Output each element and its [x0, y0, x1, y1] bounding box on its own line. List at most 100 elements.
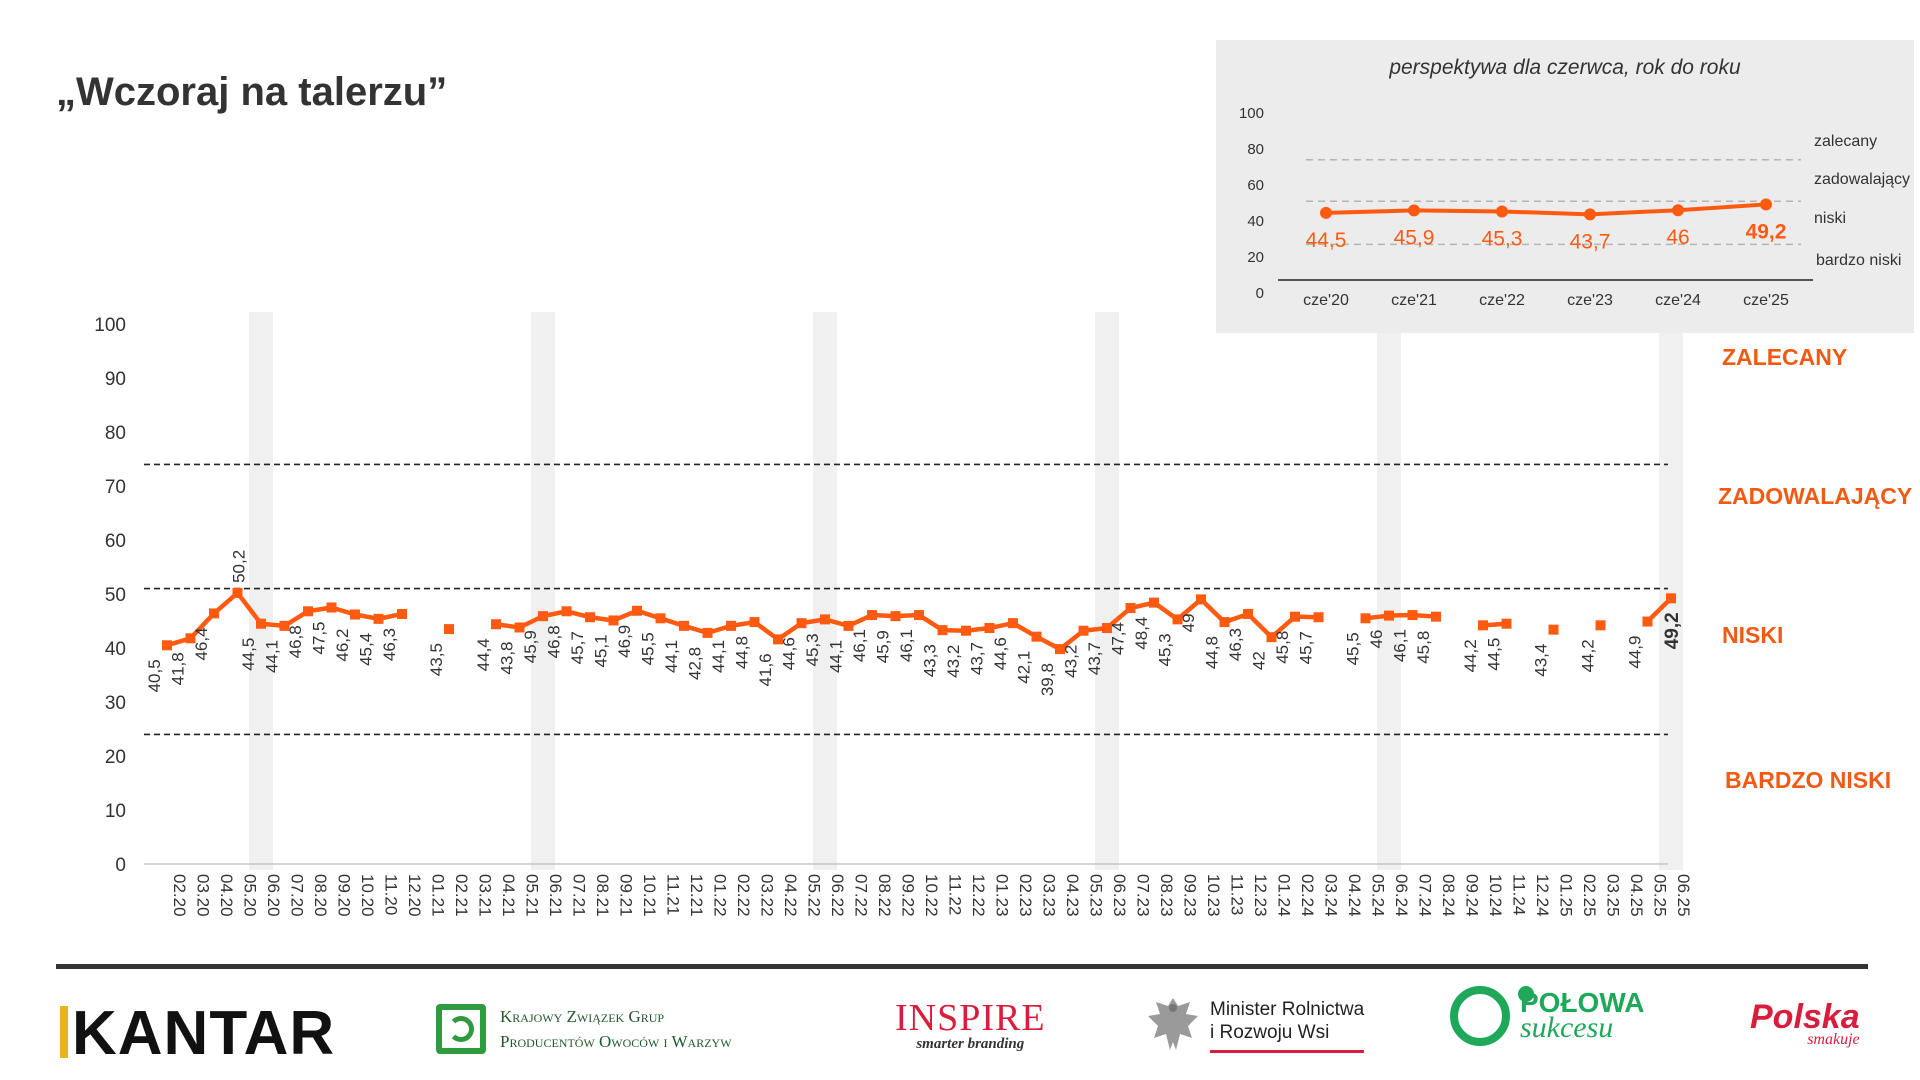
data-point	[702, 627, 713, 638]
data-label: 45,5	[1344, 632, 1363, 665]
x-tick-label: 08.20	[311, 874, 330, 917]
data-point	[608, 615, 619, 626]
inset-x-tick-label: cze'25	[1743, 292, 1789, 309]
june-highlight-band	[1095, 312, 1119, 870]
inset-zone-label: zalecany	[1814, 133, 1877, 150]
data-label: 43,8	[498, 641, 517, 674]
data-point	[749, 617, 760, 628]
x-tick-label: 05.21	[523, 874, 542, 917]
data-point	[279, 620, 290, 631]
zone-label-niski: NISKI	[1722, 622, 1784, 648]
data-label: 39,8	[1038, 663, 1057, 696]
data-point	[726, 620, 736, 631]
data-label: 44,5	[239, 638, 258, 671]
x-tick-label: 12.21	[687, 874, 706, 917]
data-point	[1055, 644, 1065, 655]
y-tick-label: 100	[94, 315, 126, 336]
x-tick-label: 01.23	[993, 874, 1012, 917]
data-point	[1313, 612, 1324, 623]
inset-data-point	[1496, 205, 1508, 218]
polowa-sukcesu-logo: POŁOWA sukcesu	[1450, 986, 1644, 1046]
kzgp-logo: Krajowy Związek Grup Producentów Owoców i…	[436, 1004, 732, 1054]
data-label: 41,6	[756, 653, 775, 686]
data-point	[538, 611, 548, 622]
data-point	[796, 618, 807, 629]
inset-data-label: 43,7	[1570, 230, 1611, 253]
data-label: 45,5	[639, 632, 658, 665]
data-label: 46,9	[615, 625, 634, 658]
inset-y-tick-label: 40	[1247, 213, 1264, 230]
x-tick-label: 11.24	[1510, 874, 1529, 915]
x-tick-label: 05.22	[805, 874, 824, 917]
data-point	[843, 620, 854, 631]
x-tick-label: 03.23	[1040, 874, 1059, 917]
data-point	[1266, 632, 1277, 643]
zone-label-bardzo-niski: BARDZO NISKI	[1725, 767, 1892, 793]
data-label: 50,2	[230, 550, 249, 583]
x-tick-label: 11.20	[382, 874, 401, 915]
data-label: 40,5	[145, 659, 164, 692]
inset-y-tick-label: 60	[1247, 177, 1264, 194]
data-label: 46	[1367, 630, 1386, 649]
x-tick-label: 08.24	[1439, 874, 1458, 917]
x-tick-label: 10.24	[1486, 874, 1505, 917]
x-tick-label: 08.22	[875, 874, 894, 917]
x-tick-label: 04.23	[1063, 874, 1082, 917]
zone-label-zalecany: ZALECANY	[1722, 344, 1848, 370]
data-point	[1172, 614, 1183, 625]
polska-smakuje-logo: Polska smakuje	[1750, 998, 1860, 1048]
data-label: 43,3	[921, 644, 940, 677]
x-tick-label: 10.20	[358, 874, 377, 917]
inset-zone-label: bardzo niski	[1816, 252, 1901, 269]
data-point	[162, 640, 172, 651]
data-point	[444, 624, 454, 635]
data-label: 42,8	[686, 647, 705, 680]
x-tick-label: 07.21	[570, 874, 589, 917]
data-label: 44,2	[1579, 639, 1598, 672]
x-tick-label: 02.20	[170, 874, 189, 917]
data-label: 46,3	[1226, 628, 1245, 661]
data-point	[561, 606, 572, 617]
data-point	[303, 606, 313, 617]
data-point	[1008, 618, 1018, 629]
x-tick-label: 10.23	[1204, 874, 1223, 917]
data-point	[326, 602, 337, 613]
data-label: 43,2	[944, 645, 963, 678]
x-tick-label: 02.22	[734, 874, 753, 917]
data-point	[1243, 608, 1253, 619]
data-label: 45,9	[874, 630, 893, 663]
x-tick-label: 07.22	[852, 874, 871, 917]
x-tick-label: 03.24	[1322, 874, 1341, 917]
data-point	[1102, 623, 1112, 634]
data-label: 43,2	[1062, 645, 1081, 678]
data-label: 44,5	[1485, 638, 1504, 671]
data-label: 44,9	[1626, 636, 1645, 669]
x-tick-label: 01.22	[711, 874, 730, 917]
data-point	[256, 618, 266, 629]
x-tick-label: 03.22	[758, 874, 777, 917]
inset-zone-label: niski	[1814, 210, 1846, 227]
x-tick-label: 06.20	[264, 874, 283, 917]
data-label: 44,2	[1461, 639, 1480, 672]
x-tick-label: 04.25	[1627, 874, 1646, 917]
data-label: 43,7	[968, 642, 987, 675]
data-point	[961, 625, 971, 636]
data-label: 44,1	[827, 640, 846, 673]
data-label: 42	[1250, 651, 1269, 670]
eagle-emblem-icon	[1148, 998, 1198, 1050]
x-tick-label: 11.22	[946, 874, 965, 915]
data-point	[185, 633, 196, 644]
june-highlight-band	[531, 312, 555, 870]
x-tick-label: 05.25	[1651, 874, 1670, 917]
x-tick-label: 12.24	[1533, 874, 1552, 917]
data-label: 44,8	[733, 636, 752, 669]
x-tick-label: 02.24	[1298, 874, 1317, 917]
data-label: 44,1	[263, 640, 282, 673]
x-tick-label: 12.22	[969, 874, 988, 917]
x-tick-label: 04.21	[499, 874, 518, 917]
x-tick-label: 01.24	[1275, 874, 1294, 917]
data-point	[1548, 624, 1559, 635]
footer-divider	[56, 964, 1868, 969]
june-highlight-band	[1659, 312, 1683, 870]
